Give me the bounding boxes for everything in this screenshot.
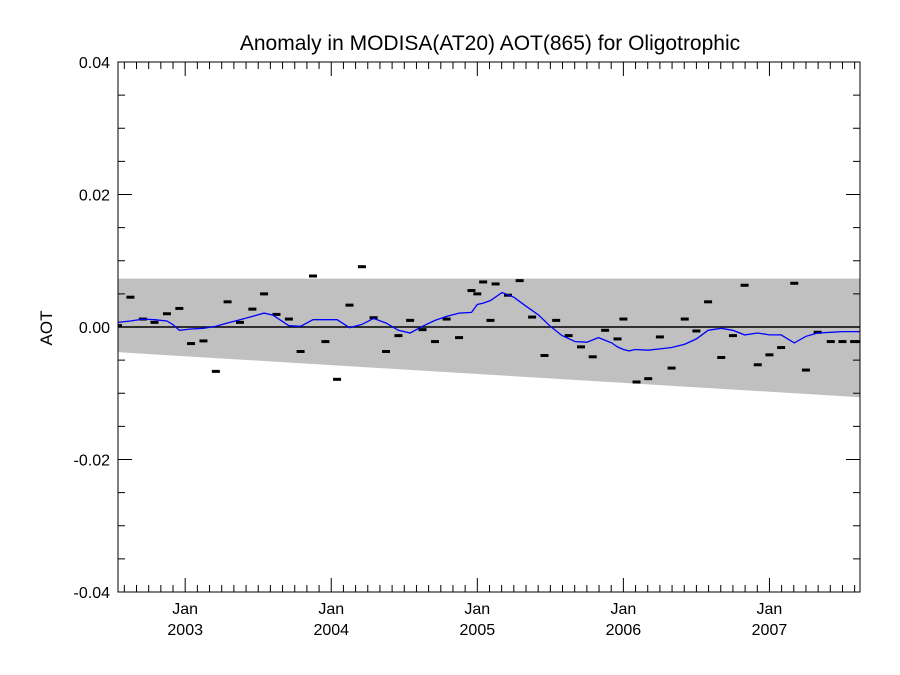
x-tick-month-label: Jan bbox=[318, 601, 344, 618]
x-tick-year-label: 2005 bbox=[460, 622, 496, 639]
x-tick-month-label: Jan bbox=[172, 601, 198, 618]
x-tick-month-label: Jan bbox=[757, 601, 783, 618]
x-tick-year-label: 2006 bbox=[606, 622, 642, 639]
plot-inner bbox=[118, 265, 860, 398]
y-tick-label: 0.02 bbox=[79, 188, 110, 205]
smoothed-anomaly-line bbox=[118, 291, 860, 352]
y-tick-label: -0.04 bbox=[74, 585, 111, 602]
confidence-band bbox=[118, 278, 860, 398]
x-tick-month-label: Jan bbox=[610, 601, 636, 618]
plot-area: 0.04 0.02 0.00 -0.02 -0.04 Jan 2003 Jan 2004 Jan 2… bbox=[74, 55, 861, 639]
y-tick-label: 0.00 bbox=[79, 320, 110, 337]
chart-title: Anomaly in MODISA(AT20) AOT(865) for Oli… bbox=[240, 32, 740, 55]
x-tick-year-label: 2004 bbox=[313, 622, 349, 639]
y-tick-label: -0.02 bbox=[74, 453, 111, 470]
x-tick-year-label: 2003 bbox=[167, 622, 203, 639]
x-tick-month-label: Jan bbox=[464, 601, 490, 618]
y-axis-label: AOT bbox=[37, 311, 56, 346]
y-tick-label: 0.04 bbox=[79, 55, 110, 72]
x-tick-year-label: 2007 bbox=[752, 622, 788, 639]
